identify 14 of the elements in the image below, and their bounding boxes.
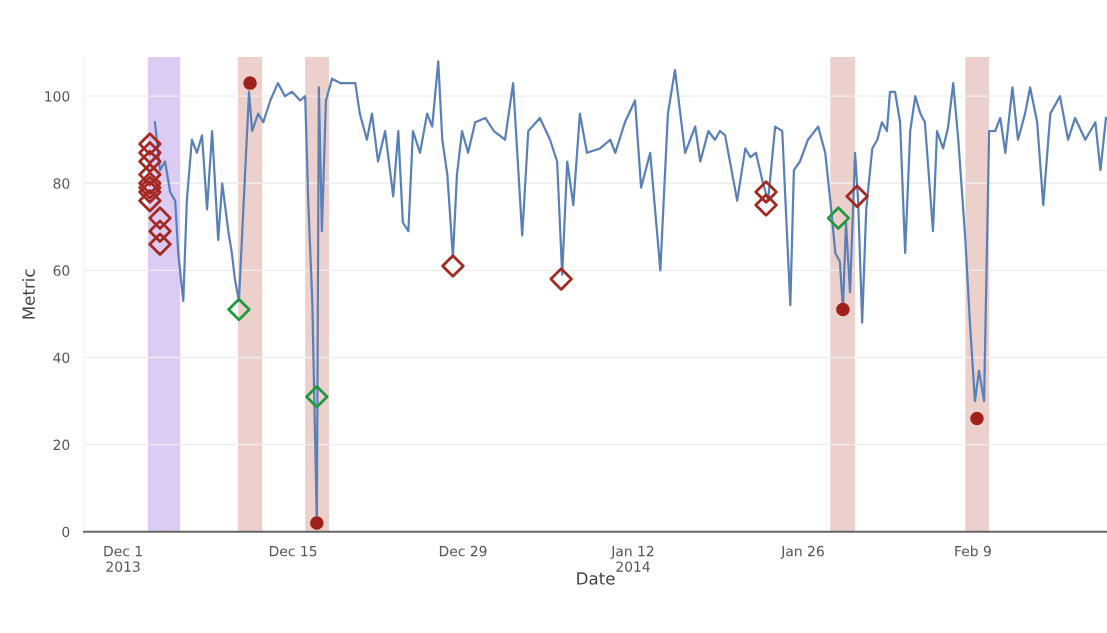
y-tick-label: 20 <box>53 439 70 451</box>
y-tick-label: 0 <box>62 526 70 538</box>
x-tick-label: Jan 26 <box>780 545 824 559</box>
x-axis-title: Date <box>577 572 615 585</box>
y-axis-title: Metric <box>22 269 35 319</box>
y-tick-label: 100 <box>45 91 70 102</box>
x-tick-label: Dec 29 <box>439 545 487 557</box>
y-tick-label: 40 <box>53 352 70 363</box>
x-tick-label: Jan 12 2014 <box>610 545 654 572</box>
y-tick-label: 80 <box>53 178 70 189</box>
x-tick-label: Dec 1 2013 <box>104 546 142 572</box>
x-tick-label: Feb 9 <box>955 545 991 557</box>
y-tick-label: 60 <box>53 265 70 276</box>
x-tick-label: Dec 15 <box>269 546 317 557</box>
